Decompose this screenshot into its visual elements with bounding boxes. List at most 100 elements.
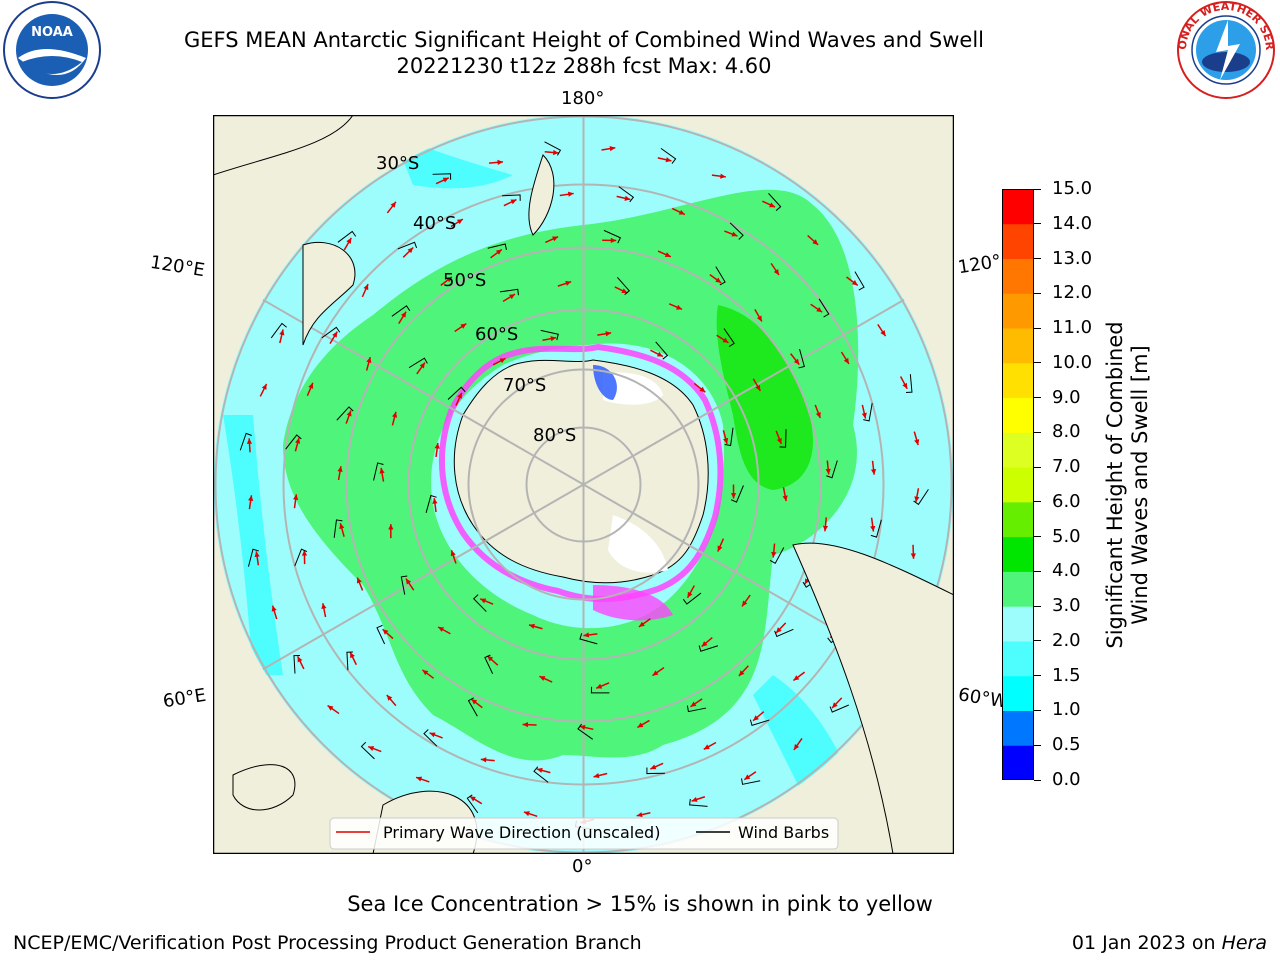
wave-arrow-head bbox=[731, 231, 738, 237]
wave-arrow-head bbox=[400, 311, 407, 318]
wave-arrow-head bbox=[902, 382, 908, 389]
wave-arrow-head bbox=[699, 386, 706, 393]
wave-arrow-head bbox=[432, 498, 438, 504]
colorbar-tick-label: 4.0 bbox=[1052, 560, 1081, 582]
wave-arrow-head bbox=[593, 773, 600, 779]
colorbar-segment bbox=[1002, 501, 1034, 538]
wave-arrow-head bbox=[723, 437, 729, 444]
colorbar-tick-label: 7.0 bbox=[1052, 456, 1081, 478]
colorbar-tick bbox=[1034, 709, 1041, 711]
lat-label: 60°S bbox=[475, 324, 518, 345]
wind-barb bbox=[432, 173, 452, 180]
wind-barb bbox=[467, 697, 478, 717]
wave-arrow-head bbox=[596, 683, 603, 689]
colorbar-tick-label: 12.0 bbox=[1052, 282, 1093, 304]
colorbar-tick bbox=[1034, 292, 1041, 294]
nws-logo: NATIONAL WEATHER SERVICE bbox=[1176, 0, 1276, 99]
wind-barb bbox=[285, 434, 302, 450]
colorbar-tick-label: 2.0 bbox=[1052, 629, 1081, 651]
wave-arrow-head bbox=[825, 468, 831, 475]
wave-arrow-head bbox=[782, 495, 788, 502]
wave-band-high bbox=[716, 305, 813, 490]
map-legend: Primary Wave Direction (unscaled) Wind B… bbox=[329, 817, 839, 850]
wave-arrow-head bbox=[722, 337, 729, 343]
colorbar-segment bbox=[1002, 640, 1034, 677]
colorbar-tick-label: 15.0 bbox=[1052, 178, 1093, 199]
wave-arrow-head bbox=[636, 812, 643, 818]
wave-arrow-head bbox=[416, 776, 423, 782]
wave-arrow-head bbox=[297, 656, 303, 663]
wave-arrow-head bbox=[583, 632, 590, 638]
wave-arrow-head bbox=[386, 694, 393, 701]
colorbar-tick-label: 0.0 bbox=[1052, 769, 1081, 790]
colorbar-tick bbox=[1034, 779, 1041, 781]
wave-arrow-head bbox=[715, 277, 722, 283]
wind-barb bbox=[423, 729, 438, 747]
wind-barb bbox=[590, 686, 610, 694]
wave-arrow-head bbox=[804, 578, 810, 585]
colorbar-tick-label: 8.0 bbox=[1052, 421, 1081, 443]
wind-barb bbox=[715, 266, 726, 286]
wind-barb bbox=[829, 704, 849, 713]
legend-wave-direction: Primary Wave Direction (unscaled) bbox=[383, 823, 660, 842]
wind-barb bbox=[466, 794, 479, 814]
wave-arrow-head bbox=[407, 247, 414, 254]
wave-arrow-head bbox=[815, 411, 821, 418]
wave-arrow-head bbox=[638, 621, 645, 627]
wave-arrow-head bbox=[446, 276, 452, 283]
wave-arrow-head bbox=[390, 201, 396, 208]
colorbar-tick-label: 1.0 bbox=[1052, 699, 1081, 721]
wave-arrow-head bbox=[861, 412, 867, 419]
noaa-logo: NOAA bbox=[3, 1, 101, 99]
colorbar-segment bbox=[1002, 189, 1034, 225]
wave-arrow-head bbox=[422, 669, 429, 676]
wave-arrow-head bbox=[717, 545, 723, 552]
wave-arrow-head bbox=[703, 744, 710, 750]
footer-host: Hera bbox=[1221, 932, 1267, 954]
wave-arrow-head bbox=[914, 439, 920, 446]
wave-arrow-head bbox=[579, 724, 586, 731]
wind-barb bbox=[913, 489, 929, 506]
wave-arrow-head bbox=[295, 437, 301, 444]
wind-barb bbox=[540, 329, 559, 341]
wind-barb bbox=[484, 654, 494, 674]
wave-arrow-head bbox=[656, 351, 663, 357]
sea-ice-edge bbox=[439, 343, 724, 603]
wave-arrow-head bbox=[755, 384, 761, 391]
wave-arrow-head bbox=[321, 603, 327, 610]
colorbar-label-line1: Significant Height of Combined bbox=[1103, 321, 1127, 649]
colorbar-segment bbox=[1002, 606, 1034, 642]
wave-arrow-head bbox=[690, 701, 697, 707]
wave-arrow-head bbox=[339, 523, 345, 530]
wave-arrow-head bbox=[254, 551, 260, 558]
wave-arrow-head bbox=[301, 550, 308, 556]
wave-arrow-head bbox=[487, 655, 494, 662]
wave-arrow-head bbox=[720, 173, 726, 179]
lat-label: 80°S bbox=[533, 425, 576, 446]
wave-arrow-head bbox=[248, 495, 254, 502]
colorbar-tick-label: 11.0 bbox=[1052, 317, 1093, 339]
wave-arrow-head bbox=[510, 199, 517, 205]
wind-barb bbox=[499, 288, 519, 296]
footer-date: 01 Jan 2023 on bbox=[1071, 932, 1216, 954]
colorbar-tick bbox=[1034, 640, 1041, 642]
wind-barb bbox=[870, 519, 882, 538]
wave-arrow-head bbox=[429, 732, 436, 738]
wind-barb bbox=[472, 594, 487, 612]
wave-arrow-head bbox=[509, 294, 516, 300]
wind-barb bbox=[689, 798, 708, 807]
wave-arrow-head bbox=[793, 358, 800, 365]
wind-barb bbox=[293, 654, 300, 674]
new-zealand bbox=[528, 154, 555, 236]
wave-arrow-head bbox=[621, 288, 628, 294]
wind-barb bbox=[376, 624, 386, 645]
lon-label-left-upper: 120°E bbox=[148, 251, 207, 282]
colorbar-tick bbox=[1034, 570, 1041, 572]
wind-barb bbox=[400, 575, 408, 595]
wind-barb bbox=[768, 193, 782, 211]
wave-arrow-head bbox=[332, 331, 338, 338]
wave-arrow-head bbox=[910, 553, 916, 559]
colorbar-tick bbox=[1034, 327, 1041, 329]
wave-arrow-head bbox=[738, 670, 745, 677]
wave-arrow-head bbox=[776, 437, 782, 444]
